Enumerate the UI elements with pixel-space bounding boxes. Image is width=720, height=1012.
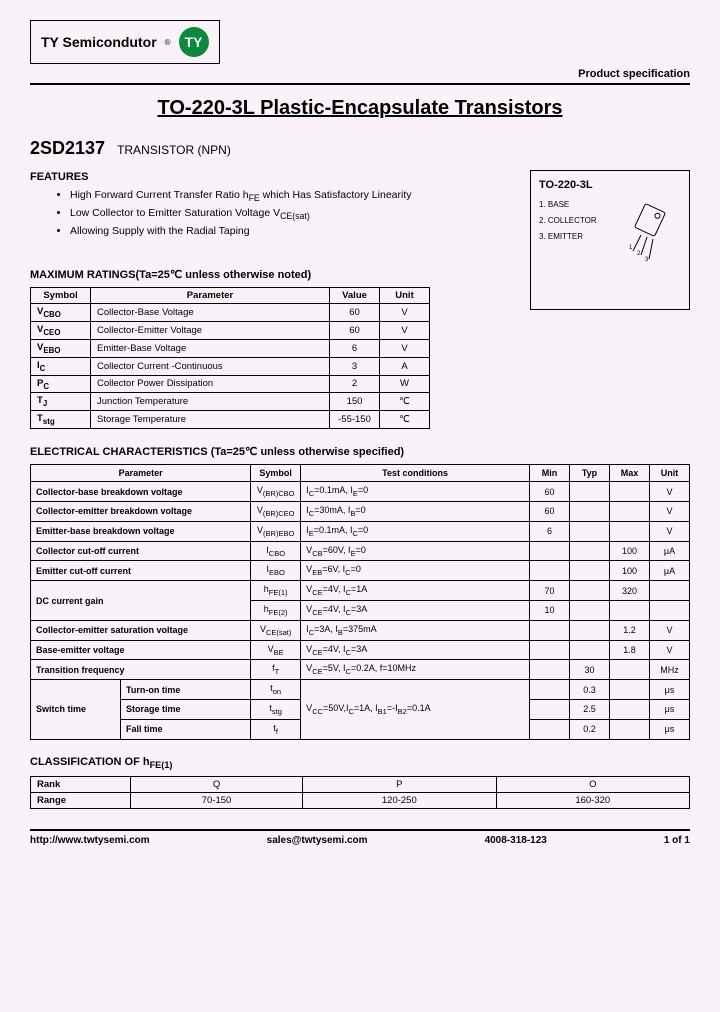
classification-table: RankQPORange70-150120-250160-320	[30, 776, 690, 809]
electrical-table: Parameter Symbol Test conditions Min Typ…	[30, 464, 690, 739]
col-header: Parameter	[91, 287, 330, 303]
table-row: Emitter-base breakdown voltageV(BR)EBOIE…	[31, 521, 690, 541]
table-row: PCCollector Power Dissipation2W	[31, 375, 430, 393]
table-row: VEBOEmitter-Base Voltage6V	[31, 339, 430, 357]
package-title: TO-220-3L	[539, 179, 681, 191]
svg-text:1: 1	[629, 245, 633, 251]
company-header: TY Semicondutor ® TY	[30, 20, 220, 64]
classification-heading: CLASSIFICATION OF hFE(1)	[30, 756, 690, 770]
col-unit: Unit	[650, 465, 690, 482]
col-min: Min	[530, 465, 570, 482]
table-row: VCBOCollector-Base Voltage60V	[31, 303, 430, 321]
range-cell: 160-320	[496, 792, 689, 808]
table-row: Collector-emitter saturation voltageVCE(…	[31, 620, 690, 640]
table-row: TJJunction Temperature150℃	[31, 393, 430, 411]
registered-mark: ®	[165, 38, 171, 47]
company-logo-icon: TY	[179, 27, 209, 57]
table-row: RankQPO	[31, 776, 690, 792]
max-ratings-table: SymbolParameterValueUnitVCBOCollector-Ba…	[30, 287, 430, 429]
table-row: Base-emitter voltageVBEVCE=4V, IC=3A1.8V	[31, 640, 690, 660]
package-box: TO-220-3L 1 2 3 1. BASE2. COLLECTOR3. EM…	[530, 170, 690, 310]
range-cell: 120-250	[303, 792, 496, 808]
table-row: Transition frequencyfTVCE=5V, IC=0.2A, f…	[31, 660, 690, 680]
col-typ: Typ	[570, 465, 610, 482]
part-type: TRANSISTOR (NPN)	[117, 143, 231, 157]
table-row: Collector-base breakdown voltageV(BR)CBO…	[31, 482, 690, 502]
table-header-row: SymbolParameterValueUnit	[31, 287, 430, 303]
svg-text:2: 2	[637, 251, 641, 257]
part-number: 2SD2137	[30, 138, 105, 159]
col-parameter: Parameter	[31, 465, 251, 482]
footer-phone: 4008-318-123	[485, 835, 547, 846]
col-header: Value	[330, 287, 380, 303]
rank-cell: Q	[131, 776, 303, 792]
table-row: TstgStorage Temperature-55-150℃	[31, 411, 430, 429]
footer: http://www.twtysemi.com sales@twtysemi.c…	[30, 829, 690, 846]
product-specification-label: Product specification	[30, 68, 690, 80]
elec-heading: ELECTRICAL CHARACTERISTICS (Ta=25℃ unles…	[30, 445, 690, 458]
table-row: DC current gainhFE(1)VCE=4V, IC=1A70320	[31, 581, 690, 601]
table-row: VCEOCollector-Emitter Voltage60V	[31, 321, 430, 339]
table-row: ICCollector Current -Continuous3A	[31, 357, 430, 375]
table-row: Collector cut-off currentICBOVCB=60V, IE…	[31, 541, 690, 561]
footer-page: 1 of 1	[664, 835, 690, 846]
table-header-row: Parameter Symbol Test conditions Min Typ…	[31, 465, 690, 482]
svg-text:3: 3	[645, 257, 649, 263]
table-row: Switch timeTurn-on timetonVCC=50V,IC=1A,…	[31, 680, 690, 700]
col-header: Symbol	[31, 287, 91, 303]
footer-url: http://www.twtysemi.com	[30, 835, 150, 846]
rank-cell: O	[496, 776, 689, 792]
header-divider	[30, 83, 690, 85]
col-conditions: Test conditions	[301, 465, 530, 482]
col-header: Unit	[380, 287, 430, 303]
col-max: Max	[610, 465, 650, 482]
table-row: Collector-emitter breakdown voltageV(BR)…	[31, 502, 690, 522]
rank-cell: P	[303, 776, 496, 792]
company-name: TY Semicondutor	[41, 34, 157, 50]
page-title: TO-220-3L Plastic-Encapsulate Transistor…	[30, 97, 690, 120]
package-diagram-icon: 1 2 3	[611, 199, 681, 269]
col-symbol: Symbol	[251, 465, 301, 482]
footer-email: sales@twtysemi.com	[267, 835, 368, 846]
part-row: 2SD2137 TRANSISTOR (NPN)	[30, 138, 690, 159]
range-cell: 70-150	[131, 792, 303, 808]
table-row: Range70-150120-250160-320	[31, 792, 690, 808]
table-row: Emitter cut-off currentIEBOVEB=6V, IC=01…	[31, 561, 690, 581]
